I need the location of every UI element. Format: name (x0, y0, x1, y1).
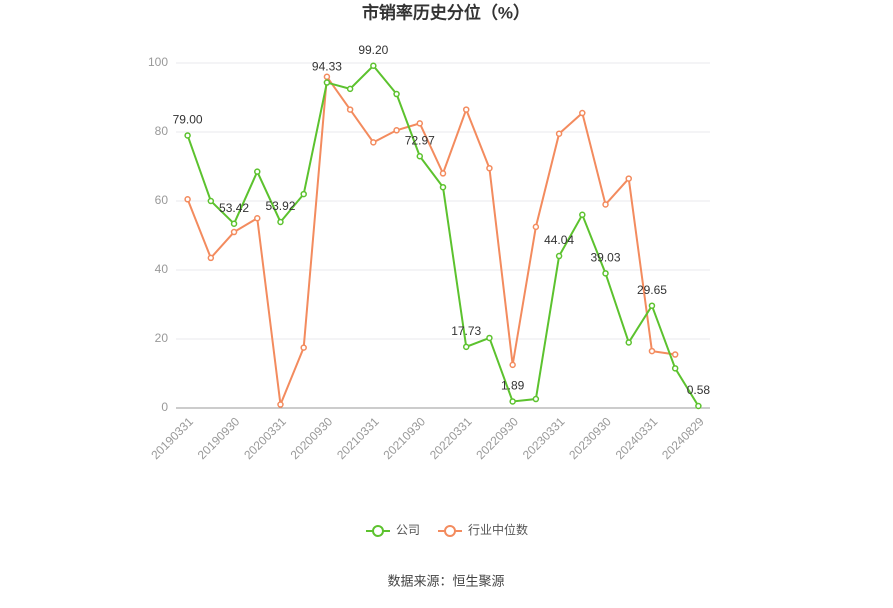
point (509, 398, 516, 405)
data-label: 53.42 (219, 201, 249, 215)
point (555, 130, 563, 137)
x-tick-label: 20240829 (659, 414, 707, 462)
point (486, 334, 493, 342)
point (254, 215, 261, 222)
data-label: 39.03 (591, 251, 621, 265)
point (439, 170, 447, 177)
legend-label: 行业中位数 (468, 522, 528, 537)
point (625, 339, 632, 346)
point (184, 196, 191, 203)
x-tick-label: 20230930 (566, 414, 614, 462)
x-tick-label: 20220331 (427, 414, 475, 462)
point (509, 361, 516, 369)
x-tick-label: 20190331 (148, 414, 196, 462)
x-tick-label: 20190930 (195, 414, 243, 462)
x-tick-label: 20240331 (613, 414, 661, 462)
data-label: 79.00 (173, 113, 203, 127)
point (486, 164, 493, 172)
data-label: 0.58 (687, 383, 711, 397)
series-line (186, 73, 676, 409)
chart-title: 市销率历史分位（%） (362, 2, 530, 22)
point (416, 153, 424, 160)
legend-marker (444, 525, 456, 537)
y-tick-label: 60 (155, 193, 169, 207)
legend-label: 公司 (396, 523, 420, 537)
y-tick-label: 0 (161, 400, 168, 414)
data-label: 53.92 (265, 199, 295, 213)
point (648, 302, 656, 309)
point (625, 175, 632, 182)
point (462, 343, 470, 351)
data-label: 29.65 (637, 283, 667, 297)
data-label: 1.89 (501, 379, 525, 393)
point (254, 168, 261, 175)
x-tick-label: 20230331 (520, 414, 568, 462)
point (207, 254, 215, 262)
legend-marker (372, 525, 384, 537)
data-label: 72.97 (405, 133, 435, 147)
point (648, 347, 656, 355)
point (695, 402, 702, 410)
point (393, 127, 400, 134)
point (370, 139, 377, 146)
point (323, 79, 331, 86)
point (300, 190, 307, 198)
point (277, 218, 284, 226)
data-label: 17.73 (451, 324, 481, 338)
point (416, 120, 424, 127)
source: 数据来源：恒生聚源 (387, 573, 504, 588)
point (532, 395, 540, 403)
point (602, 201, 609, 208)
point (579, 109, 586, 117)
y-tick-label: 100 (148, 55, 168, 69)
point (671, 365, 679, 372)
x-tick-label: 20200331 (241, 414, 289, 462)
point (207, 197, 215, 205)
point (300, 344, 307, 351)
point (184, 132, 191, 139)
point (323, 73, 331, 81)
point (370, 62, 377, 70)
series-line (186, 64, 700, 407)
data-label: 99.20 (358, 43, 388, 57)
point (439, 183, 447, 191)
x-tick-label: 20210331 (334, 414, 382, 462)
point (230, 220, 238, 227)
x-tick-label: 20220930 (473, 414, 521, 462)
point (555, 252, 563, 260)
point (532, 223, 540, 231)
point (462, 106, 470, 113)
data-label: 94.33 (312, 60, 342, 74)
point (230, 228, 238, 236)
y-tick-label: 20 (155, 331, 169, 345)
point (277, 401, 284, 408)
point (346, 106, 354, 113)
y-tick-label: 80 (155, 124, 169, 138)
data-label: 44.04 (544, 233, 574, 247)
point (579, 211, 586, 219)
point (671, 351, 679, 358)
point (346, 85, 354, 93)
point (602, 270, 609, 277)
x-tick-label: 20210930 (380, 414, 428, 462)
x-tick-label: 20200930 (288, 414, 336, 462)
y-tick-label: 40 (155, 262, 169, 276)
point (393, 90, 400, 98)
